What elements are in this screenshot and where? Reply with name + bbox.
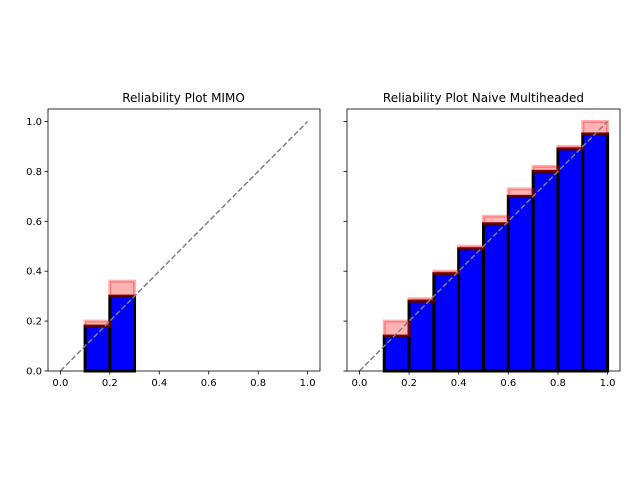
gap-bar bbox=[432, 269, 461, 276]
gap-bar bbox=[506, 187, 535, 198]
x-tick-label: 1.0 bbox=[600, 378, 616, 389]
y-tick-label: 0.2 bbox=[26, 317, 42, 328]
chart-title: Reliability Plot Naive Multiheaded bbox=[383, 91, 584, 105]
y-tick-label: 0.4 bbox=[26, 267, 42, 278]
x-tick-label: 0.2 bbox=[102, 378, 118, 389]
x-tick-label: 0.6 bbox=[500, 378, 516, 389]
accuracy-bar bbox=[506, 194, 535, 373]
axes-frame bbox=[47, 108, 321, 372]
gap-bar bbox=[581, 119, 610, 136]
y-tick-label: 0.0 bbox=[26, 367, 42, 378]
y-tick-label: 0.6 bbox=[26, 217, 42, 228]
gap-bar bbox=[83, 319, 112, 328]
gap-bar bbox=[482, 214, 510, 226]
x-tick-label: 0.6 bbox=[201, 378, 217, 389]
naive-multiheaded-reliability-plot: Reliability Plot Naive Multiheaded 0.0 0.… bbox=[343, 91, 621, 389]
x-tick-label: 0.0 bbox=[351, 378, 367, 389]
gap-bar bbox=[531, 164, 560, 173]
accuracy-bar bbox=[556, 147, 585, 373]
perfect-calibration-line bbox=[358, 120, 609, 372]
gap-bar bbox=[556, 144, 585, 151]
accuracy-bar bbox=[108, 294, 137, 373]
accuracy-bars bbox=[382, 132, 610, 373]
accuracy-bar bbox=[581, 132, 610, 373]
gap-bar bbox=[382, 319, 411, 338]
x-tick-label: 0.8 bbox=[250, 378, 266, 389]
accuracy-bar bbox=[407, 299, 436, 373]
x-tick-label: 0.4 bbox=[451, 378, 467, 389]
y-tick-label: 0.8 bbox=[26, 167, 42, 178]
accuracy-bar bbox=[457, 247, 486, 373]
accuracy-bar bbox=[432, 272, 461, 373]
gap-bar bbox=[407, 297, 436, 303]
gap-bar bbox=[457, 244, 486, 251]
chart-title: Reliability Plot MIMO bbox=[122, 91, 245, 105]
x-tick-label: 0.4 bbox=[151, 378, 167, 389]
y-tick-label: 1.0 bbox=[26, 117, 42, 128]
mimo-reliability-plot: Reliability Plot MIMO 0.0 0.2 0.4 0.6 0.8 1.0… bbox=[26, 91, 321, 389]
x-tick-label: 1.0 bbox=[300, 378, 316, 389]
accuracy-bar bbox=[83, 324, 112, 373]
accuracy-bar bbox=[531, 169, 560, 373]
axes-frame bbox=[346, 108, 621, 372]
gap-bars bbox=[382, 119, 610, 338]
perfect-calibration-line bbox=[59, 120, 309, 372]
x-tick-label: 0.8 bbox=[550, 378, 566, 389]
accuracy-bar bbox=[482, 222, 510, 373]
x-tick-label: 0.0 bbox=[52, 378, 68, 389]
gap-bar bbox=[108, 279, 137, 298]
gap-bars bbox=[83, 279, 137, 328]
x-tick-label: 0.2 bbox=[401, 378, 417, 389]
